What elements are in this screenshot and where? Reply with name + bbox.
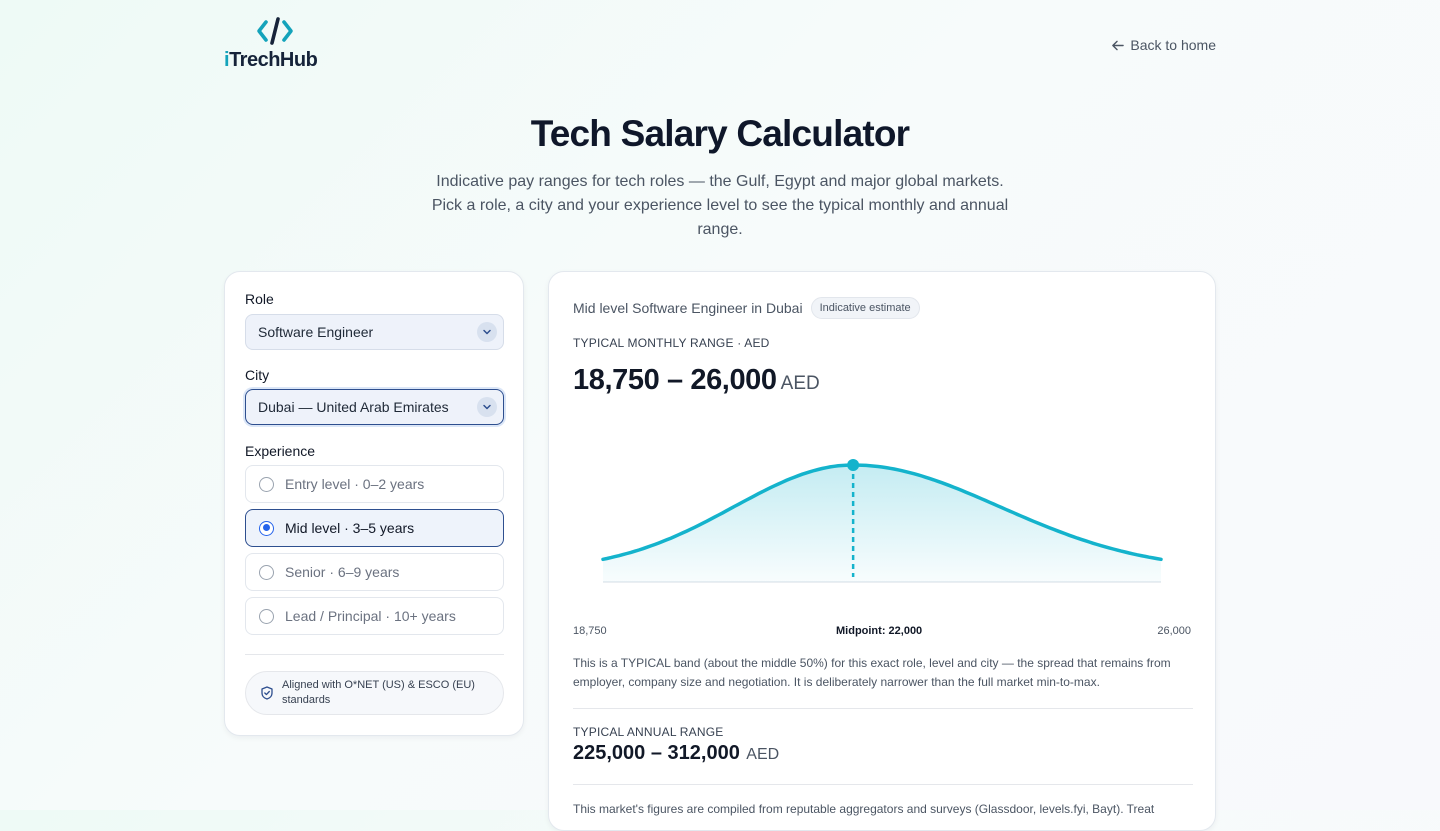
chart-axis-max-label: 26,000 [1157,625,1191,637]
hero: Tech Salary Calculator Indicative pay ra… [0,110,1440,242]
back-to-home-link[interactable]: Back to home [1111,37,1216,53]
monthly-range-currency: AED [780,373,820,394]
logo[interactable]: iTrechHub [224,16,334,72]
annual-range-value: 225,000 – 312,000 [573,742,740,764]
chevron-down-icon [477,397,497,417]
annual-range: 225,000 – 312,000 AED [573,742,779,765]
midpoint-marker [847,459,860,471]
result-card: Mid level Software Engineer in Dubai Ind… [548,271,1216,831]
role-label: Role [245,291,274,307]
divider [245,654,504,655]
monthly-range-caption: TYPICAL MONTHLY RANGE · AED [573,336,770,350]
radio-button[interactable] [259,520,274,536]
shield-check-icon [261,686,273,700]
city-label: City [245,367,270,383]
monthly-range: 18,750 – 26,000 AED [573,364,820,397]
divider [573,784,1193,785]
experience-option-entry[interactable]: Entry level · 0–2 years [245,465,504,503]
annual-range-currency: AED [746,746,780,763]
header: iTrechHub Back to home [224,16,1216,76]
experience-option-label: Lead / Principal · 10+ years [285,608,456,624]
chevron-down-icon [477,322,497,342]
distribution-area [603,465,1161,582]
distribution-curve [601,463,1163,562]
page-title: Tech Salary Calculator [530,113,910,154]
result-header: Mid level Software Engineer in Dubai Ind… [573,297,920,319]
role-select-value: Software Engineer [258,324,374,340]
city-select[interactable]: Dubai — United Arab Emirates [245,389,504,425]
chart-axis-midpoint-label: Midpoint: 22,000 [836,625,923,637]
experience-label: Experience [245,443,316,459]
radio-button[interactable] [259,608,274,624]
logo-text: iTrechHub [224,49,318,71]
monthly-range-value: 18,750 – 26,000 [573,364,777,396]
range-explanation: This is a TYPICAL band (about the middle… [573,656,1171,689]
chart-axis-min-label: 18,750 [573,625,607,637]
page-subtitle: Indicative pay ranges for tech roles — t… [431,173,1009,238]
code-brackets-icon [257,17,293,45]
radio-button[interactable] [259,564,274,580]
annual-range-caption: TYPICAL ANNUAL RANGE [573,725,724,739]
radio-button[interactable] [259,476,274,492]
experience-option-label: Mid level · 3–5 years [285,520,415,536]
back-link-label: Back to home [1130,37,1216,53]
experience-option-mid[interactable]: Mid level · 3–5 years [245,509,504,547]
experience-option-lead[interactable]: Lead / Principal · 10+ years [245,597,504,635]
estimate-badge: Indicative estimate [810,297,920,319]
standards-badge: Aligned with O*NET (US) & ESCO (EU) stan… [245,671,504,715]
role-select[interactable]: Software Engineer [245,314,504,350]
result-title: Mid level Software Engineer in Dubai [573,300,803,316]
divider [573,708,1193,709]
standards-badge-text: Aligned with O*NET (US) & ESCO (EU) stan… [282,679,475,706]
city-select-value: Dubai — United Arab Emirates [258,399,449,415]
experience-option-senior[interactable]: Senior · 6–9 years [245,553,504,591]
arrow-left-icon [1112,40,1125,50]
calculator-form: Role Software Engineer City Dubai — Unit… [224,271,524,736]
experience-option-label: Senior · 6–9 years [285,564,400,580]
salary-distribution-chart [601,459,1163,583]
experience-option-label: Entry level · 0–2 years [285,476,425,492]
